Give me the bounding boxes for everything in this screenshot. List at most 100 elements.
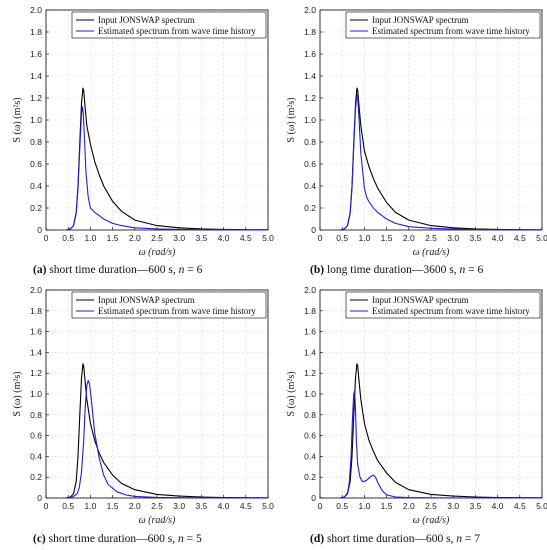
x-tick-label: 1.0 bbox=[358, 501, 370, 511]
x-tick-label: 2.0 bbox=[403, 501, 415, 511]
x-tick-label: 2.0 bbox=[403, 233, 415, 243]
panel-c: 0 0.5 1.0 1.5 2.0 2.5 3.0 3.5 4.0 4.5 5.0 0 0.2 0.4 0.… bbox=[0, 280, 274, 530]
legend-box bbox=[71, 11, 267, 39]
y-tick-label: 0.6 bbox=[304, 159, 316, 169]
x-tick-label: 5.0 bbox=[536, 501, 547, 511]
y-tick-label: 2.0 bbox=[304, 5, 316, 15]
y-tick-label: 0.2 bbox=[30, 472, 42, 482]
y-tick-label: 0.8 bbox=[304, 410, 316, 420]
y-tick-label: 1.8 bbox=[304, 27, 316, 37]
y-tick-label: 0.8 bbox=[30, 137, 42, 147]
chart-a: 0 0.5 1.0 1.5 2.0 2.5 3.0 3.5 4.0 4.5 5.0 0 0.2 0.4 0.… bbox=[12, 5, 274, 258]
y-tick-label: 0.8 bbox=[30, 410, 42, 420]
x-tick-label: 4.0 bbox=[218, 501, 230, 511]
y-tick-label: 1.0 bbox=[30, 115, 42, 125]
x-tick-label: 4.5 bbox=[240, 501, 252, 511]
y-tick-label: 0 bbox=[311, 493, 316, 503]
y-tick-label: 1.0 bbox=[30, 389, 42, 399]
series-line-input bbox=[339, 87, 543, 231]
x-tick-label: 4.5 bbox=[514, 233, 526, 243]
x-axis-label: ω (rad/s) bbox=[139, 247, 176, 258]
y-tick-label: 2.0 bbox=[30, 5, 42, 15]
x-tick-label: 1.5 bbox=[381, 233, 393, 243]
legend-label: Input JONSWAP spectrum bbox=[98, 15, 195, 25]
x-tick-label: 5.0 bbox=[536, 233, 547, 243]
caption-d: (d) short time duration—600 s, n = 7 bbox=[310, 533, 480, 545]
legend-label: Estimated spectrum from wave time histor… bbox=[372, 26, 530, 36]
y-tick-label: 0.6 bbox=[30, 431, 42, 441]
y-tick-label: 1.6 bbox=[304, 327, 316, 337]
y-tick-label: 0 bbox=[311, 225, 316, 235]
caption-letter: (d) bbox=[310, 533, 325, 545]
y-axis-label: S (ω) (m²s) bbox=[286, 97, 297, 142]
y-tick-label: 1.8 bbox=[30, 27, 42, 37]
x-tick-label: 3.5 bbox=[469, 501, 481, 511]
series-line-estimated bbox=[339, 94, 542, 231]
x-tick-label: 2.0 bbox=[129, 501, 141, 511]
y-tick-label: 1.0 bbox=[304, 115, 316, 125]
series-line-input bbox=[65, 363, 269, 499]
caption-text: short time duration—600 s, bbox=[326, 533, 454, 545]
caption-text: short time duration—600 s, bbox=[48, 533, 176, 545]
legend-box bbox=[345, 291, 541, 319]
legend-label: Estimated spectrum from wave time histor… bbox=[98, 306, 256, 316]
y-tick-label: 1.2 bbox=[304, 93, 316, 103]
y-tick-label: 0.4 bbox=[30, 451, 42, 461]
x-tick-label: 3.5 bbox=[195, 233, 207, 243]
panel-b: 0 0.5 1.0 1.5 2.0 2.5 3.0 3.5 4.0 4.5 5.0 0 0.2 0.4 0.… bbox=[274, 0, 547, 262]
y-tick-label: 1.8 bbox=[304, 306, 316, 316]
x-tick-label: 4.0 bbox=[492, 233, 504, 243]
y-tick-label: 0.6 bbox=[30, 159, 42, 169]
x-tick-label: 0 bbox=[44, 233, 49, 243]
series-line-estimated bbox=[68, 379, 268, 499]
caption-letter: (a) bbox=[33, 264, 47, 276]
caption-n-value: = 5 bbox=[186, 533, 202, 545]
series-line-input bbox=[65, 87, 269, 231]
x-tick-label: 2.0 bbox=[129, 233, 141, 243]
x-tick-label: 3.0 bbox=[447, 501, 459, 511]
x-tick-label: 0 bbox=[318, 233, 323, 243]
x-axis-label: ω (rad/s) bbox=[413, 515, 450, 526]
y-tick-label: 1.6 bbox=[30, 327, 42, 337]
y-tick-label: 1.6 bbox=[304, 49, 316, 59]
x-tick-label: 4.0 bbox=[218, 233, 230, 243]
x-tick-label: 4.5 bbox=[514, 501, 526, 511]
y-tick-label: 1.2 bbox=[304, 368, 316, 378]
caption-n-value: = 6 bbox=[187, 264, 203, 276]
x-tick-label: 1.0 bbox=[84, 233, 96, 243]
y-tick-label: 1.4 bbox=[304, 347, 316, 357]
x-tick-label: 4.5 bbox=[240, 233, 252, 243]
caption-text: long time duration—3600 s, bbox=[326, 264, 457, 276]
caption-n-label: n bbox=[456, 533, 463, 545]
y-axis-label: S (ω) (m²s) bbox=[12, 371, 23, 416]
y-axis-label: S (ω) (m²s) bbox=[286, 371, 297, 416]
chart-b: 0 0.5 1.0 1.5 2.0 2.5 3.0 3.5 4.0 4.5 5.0 0 0.2 0.4 0.… bbox=[286, 5, 547, 258]
legend-box bbox=[71, 291, 267, 319]
legend-label: Input JONSWAP spectrum bbox=[372, 15, 469, 25]
legend-label: Estimated spectrum from wave time histor… bbox=[98, 26, 256, 36]
caption-b: (b) long time duration—3600 s, n = 6 bbox=[310, 264, 483, 276]
x-tick-label: 5.0 bbox=[262, 501, 274, 511]
caption-n-label: n bbox=[178, 264, 185, 276]
x-tick-label: 3.0 bbox=[173, 501, 185, 511]
x-tick-label: 0.5 bbox=[336, 501, 348, 511]
caption-a: (a) short time duration—600 s, n = 6 bbox=[33, 264, 202, 276]
x-tick-label: 3.0 bbox=[447, 233, 459, 243]
series-line-estimated bbox=[339, 390, 542, 499]
x-tick-label: 1.0 bbox=[358, 233, 370, 243]
x-tick-label: 2.5 bbox=[151, 233, 163, 243]
y-tick-label: 0.6 bbox=[304, 431, 316, 441]
panel-d: 0 0.5 1.0 1.5 2.0 2.5 3.0 3.5 4.0 4.5 5.0 0 0.2 0.4 0.… bbox=[274, 280, 547, 530]
y-tick-label: 1.0 bbox=[304, 389, 316, 399]
caption-letter: (c) bbox=[33, 533, 46, 545]
caption-text: short time duration—600 s, bbox=[49, 264, 176, 276]
y-tick-label: 1.6 bbox=[30, 49, 42, 59]
x-tick-label: 3.5 bbox=[195, 501, 207, 511]
x-tick-label: 0 bbox=[44, 501, 49, 511]
y-tick-label: 1.8 bbox=[30, 306, 42, 316]
x-tick-label: 1.0 bbox=[84, 501, 96, 511]
y-tick-label: 0.8 bbox=[304, 137, 316, 147]
x-tick-label: 1.5 bbox=[381, 501, 393, 511]
chart-c: 0 0.5 1.0 1.5 2.0 2.5 3.0 3.5 4.0 4.5 5.0 0 0.2 0.4 0.… bbox=[12, 285, 274, 526]
y-tick-label: 1.4 bbox=[30, 71, 42, 81]
